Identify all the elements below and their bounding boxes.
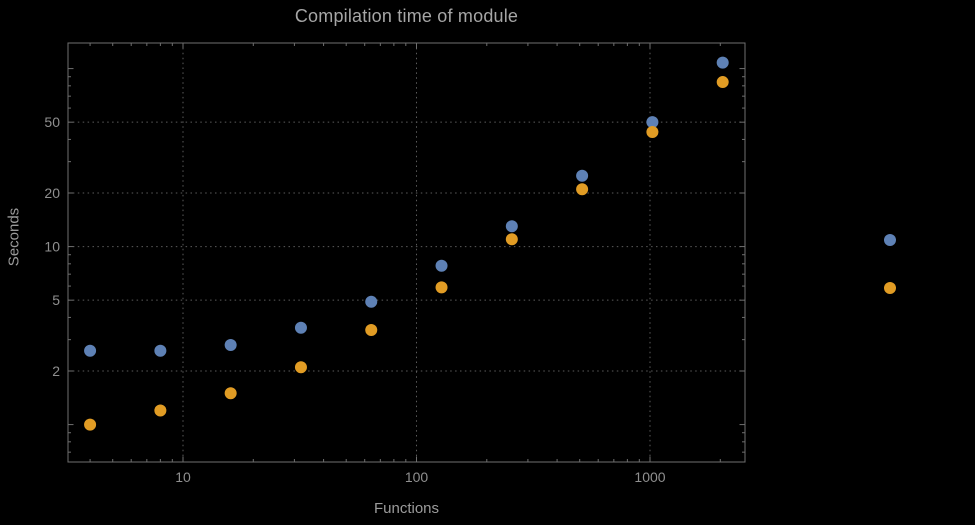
legend-marker-series-2 — [884, 282, 896, 294]
data-point-series-2 — [365, 323, 378, 336]
x-tick-label: 100 — [405, 469, 429, 485]
legend-marker-series-1 — [884, 234, 896, 246]
chart-title: Compilation time of module — [294, 6, 519, 26]
data-point-series-1 — [154, 344, 167, 357]
y-tick-label: 10 — [44, 239, 60, 255]
data-point-series-2 — [435, 281, 448, 294]
x-axis-label: Functions — [373, 500, 440, 517]
x-tick-label: 10 — [175, 469, 191, 485]
data-point-series-2 — [646, 126, 659, 139]
data-point-series-1 — [435, 259, 448, 272]
y-tick-label: 5 — [52, 292, 60, 308]
data-point-series-1 — [576, 169, 589, 182]
data-point-series-2 — [84, 418, 97, 431]
y-tick-label: 20 — [44, 185, 60, 201]
y-tick-label: 2 — [52, 363, 60, 379]
data-point-series-2 — [294, 361, 307, 374]
data-point-series-2 — [224, 387, 237, 400]
data-point-series-2 — [716, 76, 729, 89]
data-point-series-1 — [505, 220, 518, 233]
data-point-series-2 — [505, 233, 518, 246]
data-point-series-1 — [646, 116, 659, 129]
plot-frame — [67, 42, 746, 463]
data-point-series-1 — [716, 56, 729, 69]
y-tick-label: 50 — [44, 114, 60, 130]
data-point-series-1 — [294, 321, 307, 334]
data-point-series-2 — [154, 404, 167, 417]
data-point-series-2 — [576, 183, 589, 196]
x-tick-label: 1000 — [634, 469, 665, 485]
data-point-series-1 — [224, 338, 237, 351]
data-point-series-1 — [365, 295, 378, 308]
data-point-series-1 — [84, 344, 97, 357]
